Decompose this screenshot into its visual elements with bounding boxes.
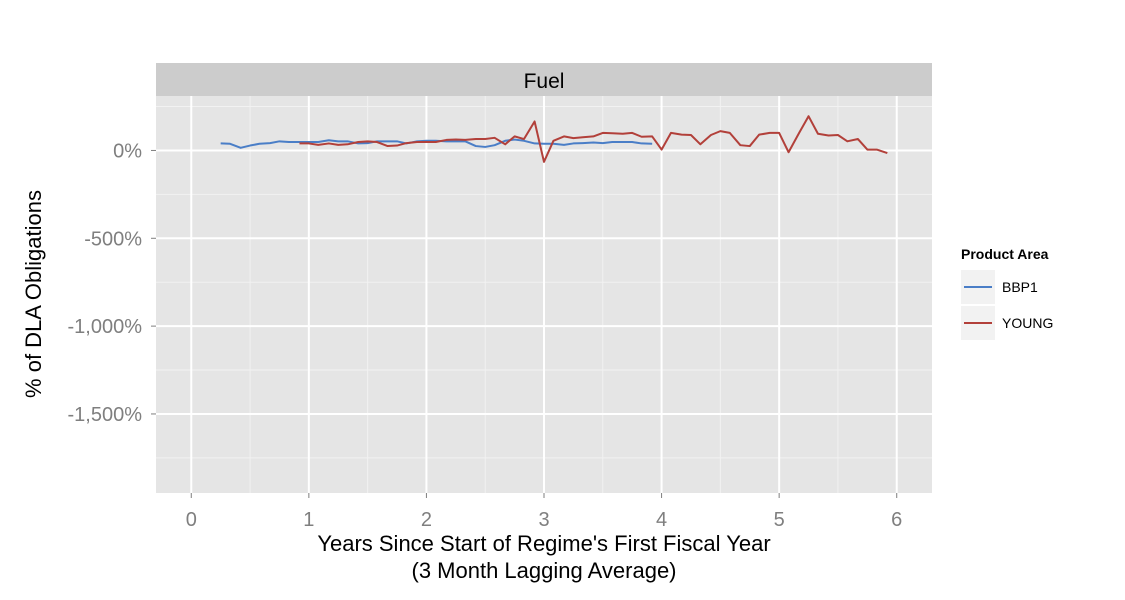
y-axis: 0% -500% -1,000% -1,500% [68, 140, 156, 426]
x-tick-label: 4 [656, 509, 667, 531]
x-tick-label: 3 [538, 509, 549, 531]
x-tick-label: 2 [421, 509, 432, 531]
y-tick-label: -1,000% [68, 316, 143, 338]
legend-items: BBP1 YOUNG [961, 270, 1053, 340]
y-tick-label: -1,500% [68, 404, 143, 426]
x-tick-label: 1 [303, 509, 314, 531]
series-line-bbp1 [220, 138, 653, 149]
x-axis-title: Years Since Start of Regime's First Fisc… [317, 531, 770, 556]
legend-label: BBP1 [1002, 279, 1038, 295]
x-axis: 0 1 2 3 4 5 6 [186, 493, 902, 531]
x-tick-label: 5 [774, 509, 785, 531]
y-axis-title: % of DLA Obligations [21, 190, 46, 398]
strip-background [156, 63, 932, 96]
grid-major [156, 96, 932, 493]
y-tick-label: 0% [113, 140, 142, 162]
x-tick-label: 0 [186, 509, 197, 531]
x-axis-subtitle: (3 Month Lagging Average) [412, 558, 677, 583]
legend-title: Product Area [961, 246, 1049, 262]
legend-label: YOUNG [1002, 315, 1053, 331]
x-tick-label: 6 [891, 509, 902, 531]
series-layer [220, 115, 888, 163]
series-line-young [299, 115, 888, 163]
y-tick-label: -500% [84, 228, 142, 250]
facet-strip-label: Fuel [524, 70, 565, 93]
legend: Product Area BBP1 YOUNG [961, 246, 1053, 340]
